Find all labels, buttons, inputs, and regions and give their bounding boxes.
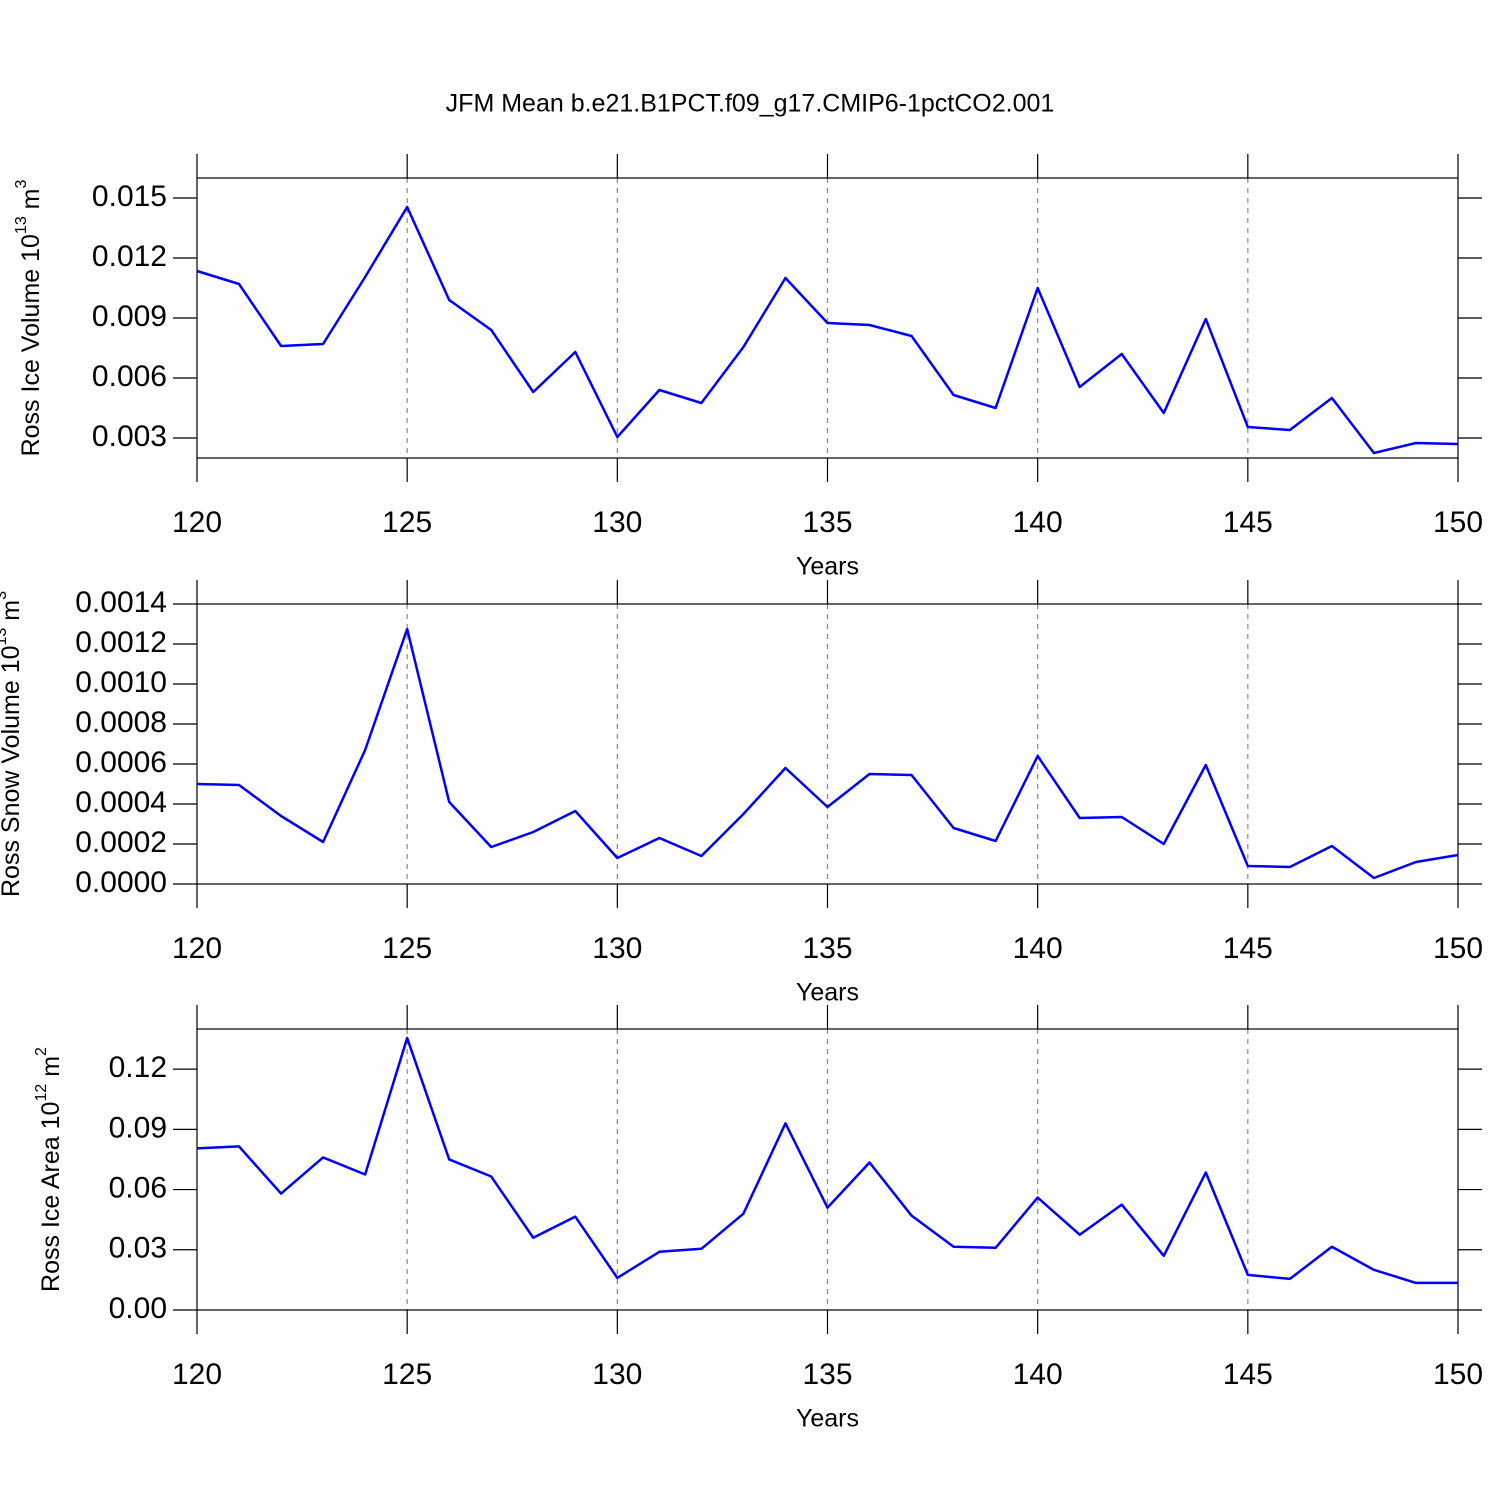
x-tick-label: 120	[172, 932, 222, 965]
data-line	[196, 1036, 1458, 1285]
x-tick-label: 140	[1013, 1358, 1063, 1391]
y-tick-label: 0.009	[92, 300, 167, 333]
y-label-text: Ross Ice Volume 10	[17, 234, 45, 456]
x-tick-label: 135	[802, 1358, 852, 1391]
data-line	[196, 205, 1459, 455]
x-axis-label: Years	[796, 979, 859, 1007]
x-tick-label: 145	[1223, 1358, 1273, 1391]
y-tick-label: 0.0008	[75, 706, 167, 739]
y-label-unit: m	[0, 600, 25, 628]
y-tick-label: 0.0014	[75, 586, 167, 619]
x-tick-label: 125	[382, 932, 432, 965]
x-tick-label: 150	[1433, 932, 1483, 965]
x-tick-label: 130	[592, 1358, 642, 1391]
y-tick-label: 0.0002	[75, 826, 167, 859]
x-tick-label: 120	[172, 506, 222, 539]
y-tick-label: 0.003	[92, 420, 167, 453]
y-label-text: Ross Snow Volume 10	[0, 645, 25, 897]
y-label-power: 12	[33, 1084, 50, 1102]
y-axis-label: Ross Snow Volume 1013 m3	[0, 591, 25, 897]
x-tick-label: 135	[802, 932, 852, 965]
x-tick-label: 145	[1223, 506, 1273, 539]
y-tick-label: 0.015	[92, 180, 167, 213]
x-axis-label: Years	[796, 553, 859, 581]
x-tick-label: 120	[172, 1358, 222, 1391]
plot-frame	[196, 1028, 1459, 1311]
y-tick-label: 0.03	[109, 1232, 167, 1265]
data-line	[196, 627, 1459, 880]
y-label-text: Ross Ice Area 10	[37, 1102, 65, 1292]
plot-frame	[196, 177, 1459, 459]
y-tick-label: 0.012	[92, 240, 167, 273]
x-tick-label: 130	[592, 932, 642, 965]
x-tick-label: 140	[1013, 506, 1063, 539]
y-label-unit-power: 3	[13, 179, 30, 188]
x-tick-label: 150	[1433, 1358, 1483, 1391]
y-tick-label: 0.12	[109, 1051, 167, 1084]
x-tick-label: 130	[592, 506, 642, 539]
y-tick-label: 0.09	[109, 1111, 167, 1144]
x-tick-label: 150	[1433, 506, 1483, 539]
y-label-unit: m	[37, 1056, 65, 1084]
y-tick-label: 0.00	[109, 1292, 167, 1325]
y-label-unit-power: 3	[0, 591, 10, 600]
y-tick-label: 0.0010	[75, 666, 167, 699]
y-axis-label: Ross Ice Volume 1013 m3	[13, 179, 44, 456]
chart-title: JFM Mean b.e21.B1PCT.f09_g17.CMIP6-1pctC…	[446, 90, 1055, 118]
x-axis-label: Years	[796, 1405, 859, 1433]
y-label-unit: m	[17, 188, 45, 216]
x-tick-label: 125	[382, 506, 432, 539]
plot-frame	[196, 603, 1459, 885]
y-tick-label: 0.0000	[75, 866, 167, 899]
y-tick-label: 0.006	[92, 360, 167, 393]
x-tick-label: 145	[1223, 932, 1273, 965]
x-tick-label: 125	[382, 1358, 432, 1391]
y-tick-label: 0.0006	[75, 746, 167, 779]
y-tick-label: 0.0004	[75, 786, 167, 819]
y-axis-label: Ross Ice Area 1012 m2	[33, 1047, 64, 1292]
y-tick-label: 0.06	[109, 1171, 167, 1204]
x-tick-label: 140	[1013, 932, 1063, 965]
y-label-power: 13	[13, 216, 30, 234]
y-tick-label: 0.0012	[75, 626, 167, 659]
y-label-unit-power: 2	[33, 1047, 50, 1056]
x-tick-label: 135	[802, 506, 852, 539]
y-label-power: 13	[0, 628, 10, 646]
